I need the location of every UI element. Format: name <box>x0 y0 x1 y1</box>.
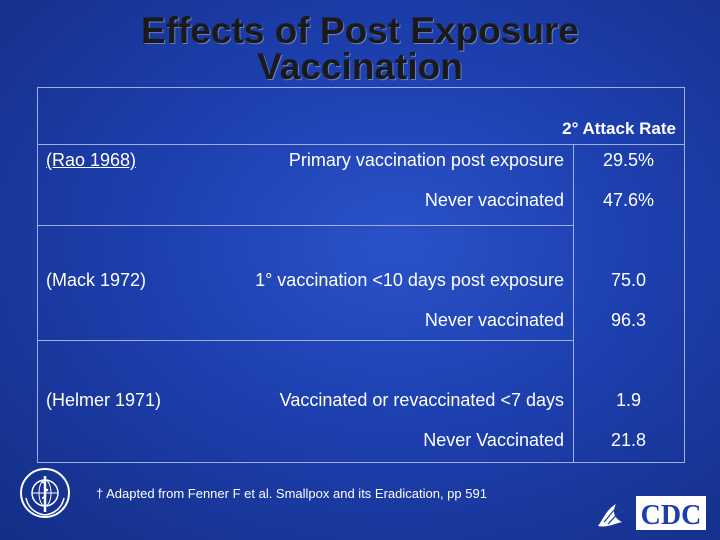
table-row-value: 47.6% <box>602 190 655 210</box>
table-header-divider <box>38 144 684 145</box>
table-row-description: Never vaccinated <box>424 310 564 330</box>
table-row-value: 29.5% <box>602 150 655 170</box>
slide-title-line1: Effects of Post Exposure <box>141 10 579 51</box>
study-label-helmer: (Helmer 1971) <box>46 390 162 410</box>
cdc-logo-text: CDC <box>641 500 702 531</box>
table-row-description: Never Vaccinated <box>423 430 564 450</box>
attack-rate-header: 2° Attack Rate <box>562 119 676 138</box>
study-label-mack: (Mack 1972) <box>46 270 147 290</box>
table-row-value: 1.9 <box>615 390 642 410</box>
slide-title-line2: Vaccination <box>257 46 463 87</box>
table-row-divider <box>38 225 573 226</box>
source-footnote: † Adapted from Fenner F et al. Smallpox … <box>96 486 487 501</box>
table-row-description: Primary vaccination post exposure <box>288 150 564 170</box>
who-emblem-icon <box>18 466 72 520</box>
table-row-description: Never vaccinated <box>424 190 564 210</box>
attack-rate-table: 2° Attack Rate (Rao 1968) Primary vaccin… <box>37 87 685 463</box>
table-column-divider <box>573 145 574 462</box>
table-row-description: Vaccinated or revaccinated <7 days <box>279 390 564 410</box>
study-label-rao: (Rao 1968) <box>46 150 137 170</box>
table-row-description: 1° vaccination <10 days post exposure <box>255 270 564 290</box>
table-row-divider <box>38 340 573 341</box>
table-row-value: 21.8 <box>610 430 647 450</box>
table-row-value: 75.0 <box>610 270 647 290</box>
table-row-value: 96.3 <box>610 310 647 330</box>
cdc-logo-icon: CDC <box>594 488 710 534</box>
